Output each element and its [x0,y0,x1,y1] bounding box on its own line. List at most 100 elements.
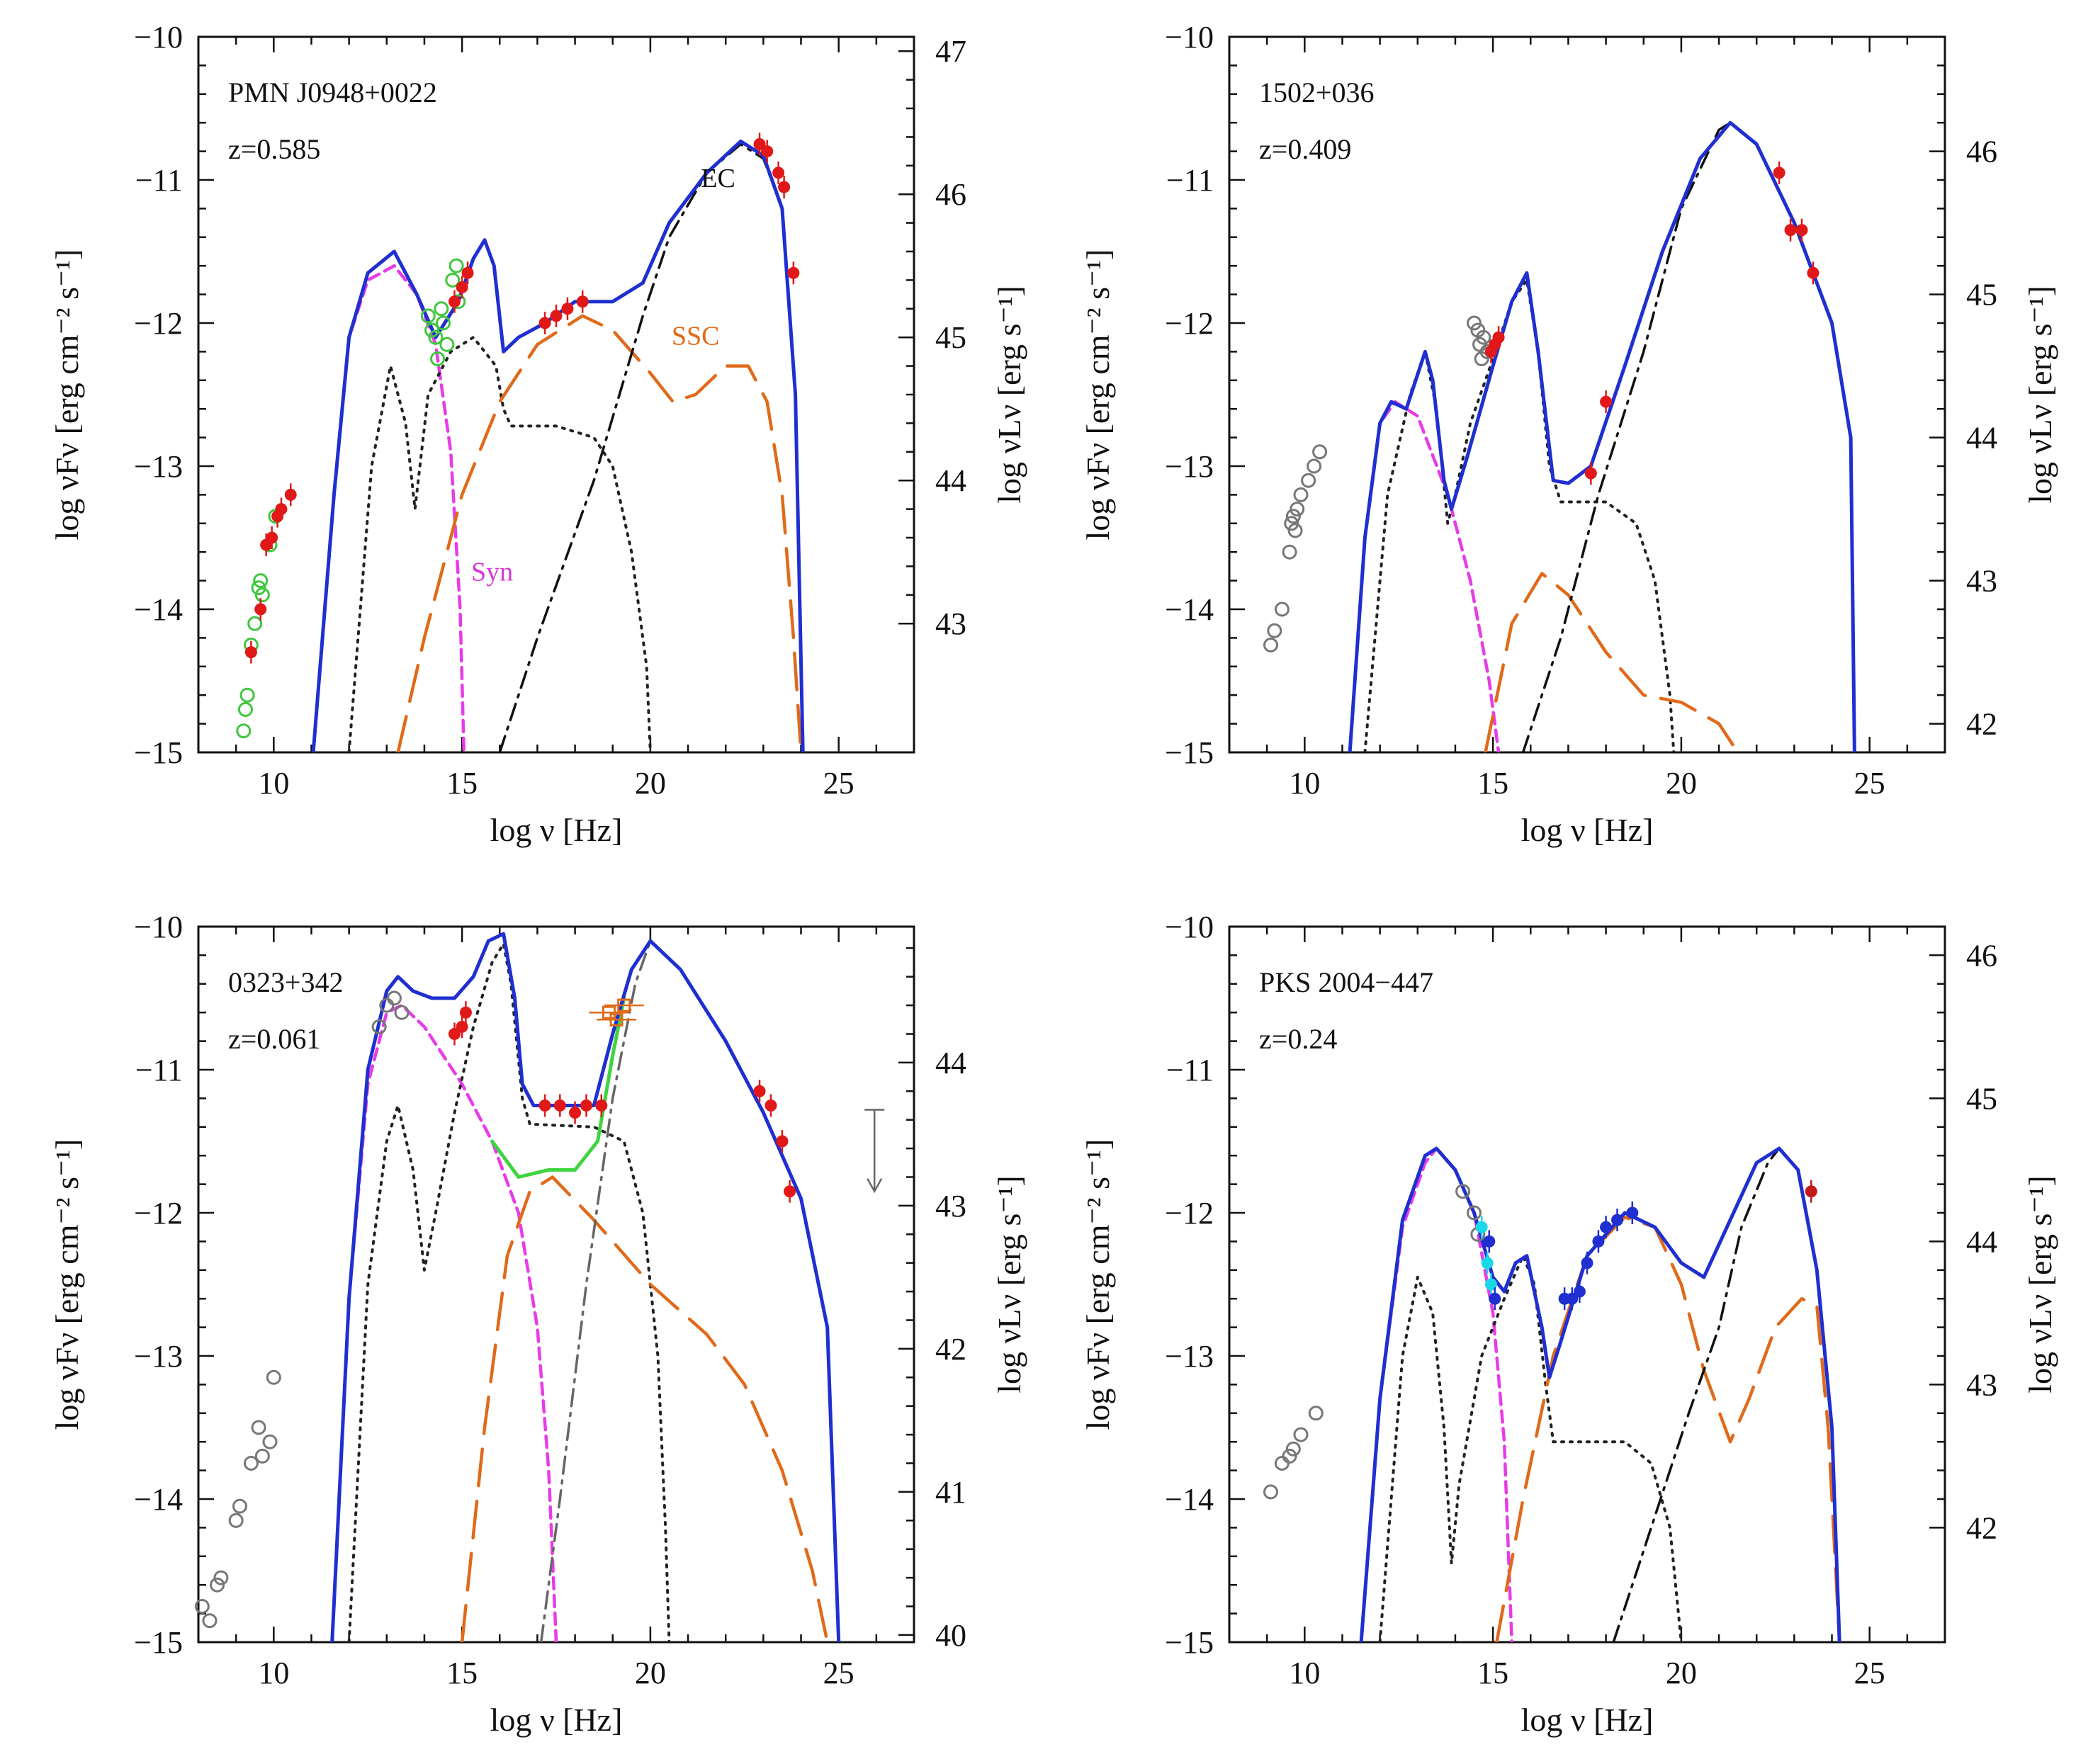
panel-3-data-point [243,1456,259,1471]
panel-4-data-point [1600,1221,1613,1233]
panel-3-ytick-label: −15 [134,1625,183,1660]
panel-1-data-point [761,145,774,158]
panel-2-data-point [1267,623,1282,638]
panel-3-xtick-label: 10 [258,1656,289,1690]
panel-3-data-point [266,1369,281,1385]
panel-2-data-point [1600,395,1613,408]
panel-4-data-point [1475,1221,1488,1233]
panel-4-ytick-label: −12 [1165,1196,1214,1231]
panel-3-xlabel: log ν [Hz] [490,1702,623,1738]
panel-3-ytick-label: −10 [134,910,183,944]
panel-2-ytick-label: −15 [1165,735,1214,770]
panel-1-data-point [448,295,461,308]
panel-3-ylabel: log νFν [erg cm⁻² s⁻¹] [49,1139,85,1430]
panel-3-data-point [595,1099,608,1112]
panel-2-frame [1228,35,1946,754]
panel-1-y2tick-label: 46 [935,177,966,212]
panel-4-ytick-label: −14 [1165,1482,1214,1517]
panel-4-series-disk-torus [1378,1254,1683,1642]
panel-2-ytick-label: −12 [1165,306,1214,341]
panel-3-data-point [251,1420,266,1435]
panel-1-ytick-label: −15 [134,735,183,770]
panel-2-data-point [1301,473,1316,488]
panel-2-y2tick-label: 43 [1966,564,1997,599]
panel-4-data-point [1263,1484,1278,1500]
panel-1-xlabel: log ν [Hz] [490,812,623,848]
panel-2-y2label: log νLν [erg s⁻¹] [2022,285,2058,504]
panel-1-data-point [550,310,563,322]
panel-2-ytick-label: −11 [1166,163,1214,198]
panel-2-y2tick-label: 42 [1966,707,1997,742]
panel-2-ylabel: log νFν [erg cm⁻² s⁻¹] [1080,249,1116,541]
panel-2-data-point [1784,224,1797,237]
panel-4-series-ssc [1495,1215,1841,1642]
panel-2-data-point [1285,509,1301,524]
panel-4-data-point [1274,1456,1290,1471]
panel-3-data-point [580,1099,593,1112]
panel-2-data-point [1284,516,1299,531]
panel-1-data-point [254,587,270,603]
panel-3-data-point [784,1185,796,1198]
panel-1-ytick-label: −12 [134,306,183,341]
panel-4-xtick-label: 25 [1854,1656,1885,1690]
panel-3-data-point [776,1135,789,1148]
panel-4-data-point [1481,1257,1494,1270]
panel-3-series-ssc [460,1175,829,1642]
panel-2-series-syn [1348,400,1501,752]
panel-2-ytick-label: −10 [1165,20,1214,55]
panel-3-curves [330,932,841,1642]
panel-1-annotation-syn: Syn [471,558,513,587]
panel-4-series-total [1359,1146,1841,1642]
panel-2-y2tick-label: 44 [1966,421,1997,456]
panel-2-data-point [1492,331,1505,344]
panel-2-data-point [1795,224,1808,237]
panel-3-y2tick-label: 42 [935,1332,966,1367]
panel-4-data-point [1467,1205,1482,1221]
panel-4-xtick-label: 10 [1289,1656,1320,1690]
panel-3-data-point [232,1498,247,1514]
panel-2-xtick-label: 20 [1666,766,1697,801]
panel-4-ytick-label: −10 [1165,910,1214,944]
panel-3-data-point [213,1570,229,1585]
panel-1-annotation-ssc: SSC [672,321,720,351]
panel-2-xtick-label: 10 [1289,766,1320,801]
panel-1-data-point [576,295,589,308]
panel-3-xtick-label: 20 [635,1656,666,1690]
panel-3-source-name: 0323+342 [228,966,344,998]
panel-3-data-point [254,1448,270,1464]
panel-1-ytick-label: −13 [134,449,183,484]
panel-4-data-point [1484,1278,1497,1291]
panel-1-y2tick-label: 45 [935,320,966,355]
panel-2-xlabel: log ν [Hz] [1521,812,1654,848]
panel-1-data-point [236,723,252,739]
panel-2-xtick-label: 15 [1477,766,1508,801]
panel-3-data-point [456,1020,468,1033]
panel-4-data-point [1282,1448,1297,1464]
panel-4-ylabel: log νFν [erg cm⁻² s⁻¹] [1080,1139,1116,1430]
panel-4-ytick-label: −11 [1166,1053,1214,1087]
panel-1-xtick-label: 25 [823,766,854,801]
panel-1-data-point [420,308,436,324]
panel-2-data-point [1476,329,1491,345]
panel-3-ytick-label: −13 [134,1339,183,1374]
panel-1-data-point [428,329,444,345]
panel-3-data-point [394,1005,410,1020]
panel-2-data-point [1290,502,1305,517]
panel-4-redshift: z=0.24 [1259,1023,1337,1055]
panel-3-data-point [765,1099,777,1112]
panel-3-y2tick-label: 40 [935,1618,966,1653]
panel-2-series-ssc [1484,572,1739,752]
panel-4-y2tick-label: 46 [1966,938,1997,973]
panel-3-data-point [371,1019,387,1034]
panel-1-ylabel: log νFν [erg cm⁻² s⁻¹] [49,249,85,541]
panel-2-series-disk-torus [1363,278,1676,752]
panel-1-data-point [448,258,464,273]
panel-4-data-point [1483,1235,1496,1248]
panel-1-data-point [253,573,269,589]
panel-1-source-name: PMN J0948+0022 [228,77,437,108]
panel-1-y2tick-label: 47 [935,34,966,69]
panel-4: 42 43 44 45 46 10 15 20 25 −15 −14 −13 −12 −11 −10 log … [1080,910,2058,1738]
panel-4-data-point [1566,1292,1579,1305]
panel-1-y2tick-label: 43 [935,606,966,641]
